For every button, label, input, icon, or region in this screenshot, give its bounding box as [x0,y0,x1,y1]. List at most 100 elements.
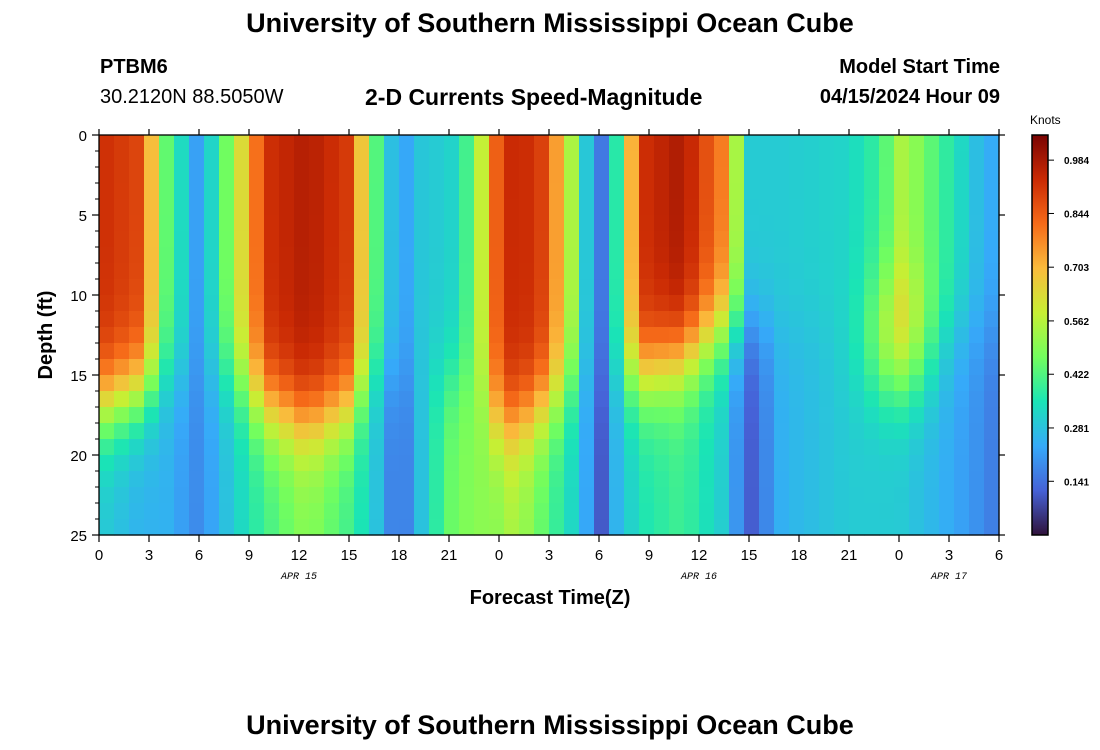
heatmap-cell [489,199,505,216]
heatmap-cell [519,391,535,408]
heatmap-cell [384,391,400,408]
heatmap-cell [909,343,925,360]
heatmap-cell [549,471,565,488]
heatmap-cell [909,215,925,232]
heatmap-cell [819,439,835,456]
heatmap-cell [849,231,865,248]
x-tick-label: 6 [995,547,1003,564]
heatmap-cell [744,231,760,248]
heatmap-cell [324,199,340,216]
heatmap-cell [804,423,820,440]
heatmap-cell [594,343,610,360]
heatmap-cell [204,519,220,536]
heatmap-cell [654,151,670,168]
heatmap-cell [924,247,940,264]
heatmap-cell [249,167,265,184]
heatmap-cell [249,439,265,456]
heatmap-cell [699,215,715,232]
heatmap-cell [204,151,220,168]
heatmap-cell [114,151,130,168]
heatmap-cell [489,295,505,312]
heatmap-cell [519,279,535,296]
heatmap-cell [399,247,415,264]
x-tick-label: 6 [595,547,603,564]
heatmap-cell [249,311,265,328]
heatmap-cell [204,183,220,200]
heatmap-cell [819,327,835,344]
heatmap-cell [504,167,520,184]
heatmap-cell [684,311,700,328]
heatmap-cell [519,519,535,536]
heatmap-cell [744,423,760,440]
heatmap-cell [864,343,880,360]
heatmap-cell [609,263,625,280]
heatmap-cell [534,231,550,248]
heatmap-cell [624,519,640,536]
heatmap-cell [909,423,925,440]
heatmap-cell [789,343,805,360]
heatmap-cell [234,263,250,280]
heatmap-cell [144,407,160,424]
heatmap-cell [594,199,610,216]
heatmap-cell [594,295,610,312]
heatmap-cell [309,183,325,200]
heatmap-cell [729,279,745,296]
heatmap-cell [174,263,190,280]
heatmap-cell [309,279,325,296]
heatmap-cell [789,135,805,152]
heatmap-cell [189,503,205,520]
heatmap-cell [804,215,820,232]
heatmap-cell [354,471,370,488]
heatmap-cell [219,375,235,392]
heatmap-cell [144,455,160,472]
heatmap-cell [189,135,205,152]
heatmap-cell [984,391,1000,408]
heatmap-cell [894,311,910,328]
heatmap-cell [129,407,145,424]
heatmap-cell [234,439,250,456]
heatmap-cell [894,183,910,200]
heatmap-cell [414,327,430,344]
heatmap-cell [444,215,460,232]
heatmap-cell [324,375,340,392]
heatmap-cell [699,311,715,328]
heatmap-cell [789,407,805,424]
heatmap-cell [534,135,550,152]
heatmap-cell [849,279,865,296]
heatmap-cell [744,359,760,376]
heatmap-cell [399,407,415,424]
heatmap-cell [144,343,160,360]
heatmap-cell [324,439,340,456]
heatmap-cell [534,439,550,456]
heatmap-cell [354,327,370,344]
heatmap-cell [804,199,820,216]
heatmap-cell [699,279,715,296]
heatmap-cell [984,359,1000,376]
heatmap-cell [534,247,550,264]
heatmap-cell [759,215,775,232]
heatmap-cell [459,471,475,488]
heatmap-cell [654,167,670,184]
heatmap-cell [159,231,175,248]
heatmap-cell [819,183,835,200]
heatmap-cell [249,471,265,488]
heatmap-cell [609,279,625,296]
heatmap-cell [939,167,955,184]
heatmap-cell [789,487,805,504]
heatmap-cell [309,439,325,456]
heatmap-cell [444,487,460,504]
heatmap-cell [474,151,490,168]
heatmap-cell [729,455,745,472]
heatmap-cell [879,263,895,280]
heatmap-cell [189,199,205,216]
heatmap-cell [534,183,550,200]
model-start-time: 04/15/2024 Hour 09 [819,86,1000,108]
heatmap-cell [534,455,550,472]
heatmap-cell [279,487,295,504]
heatmap-cell [909,407,925,424]
heatmap-cell [429,279,445,296]
heatmap-cell [819,215,835,232]
heatmap-cell [924,327,940,344]
heatmap-cell [924,439,940,456]
